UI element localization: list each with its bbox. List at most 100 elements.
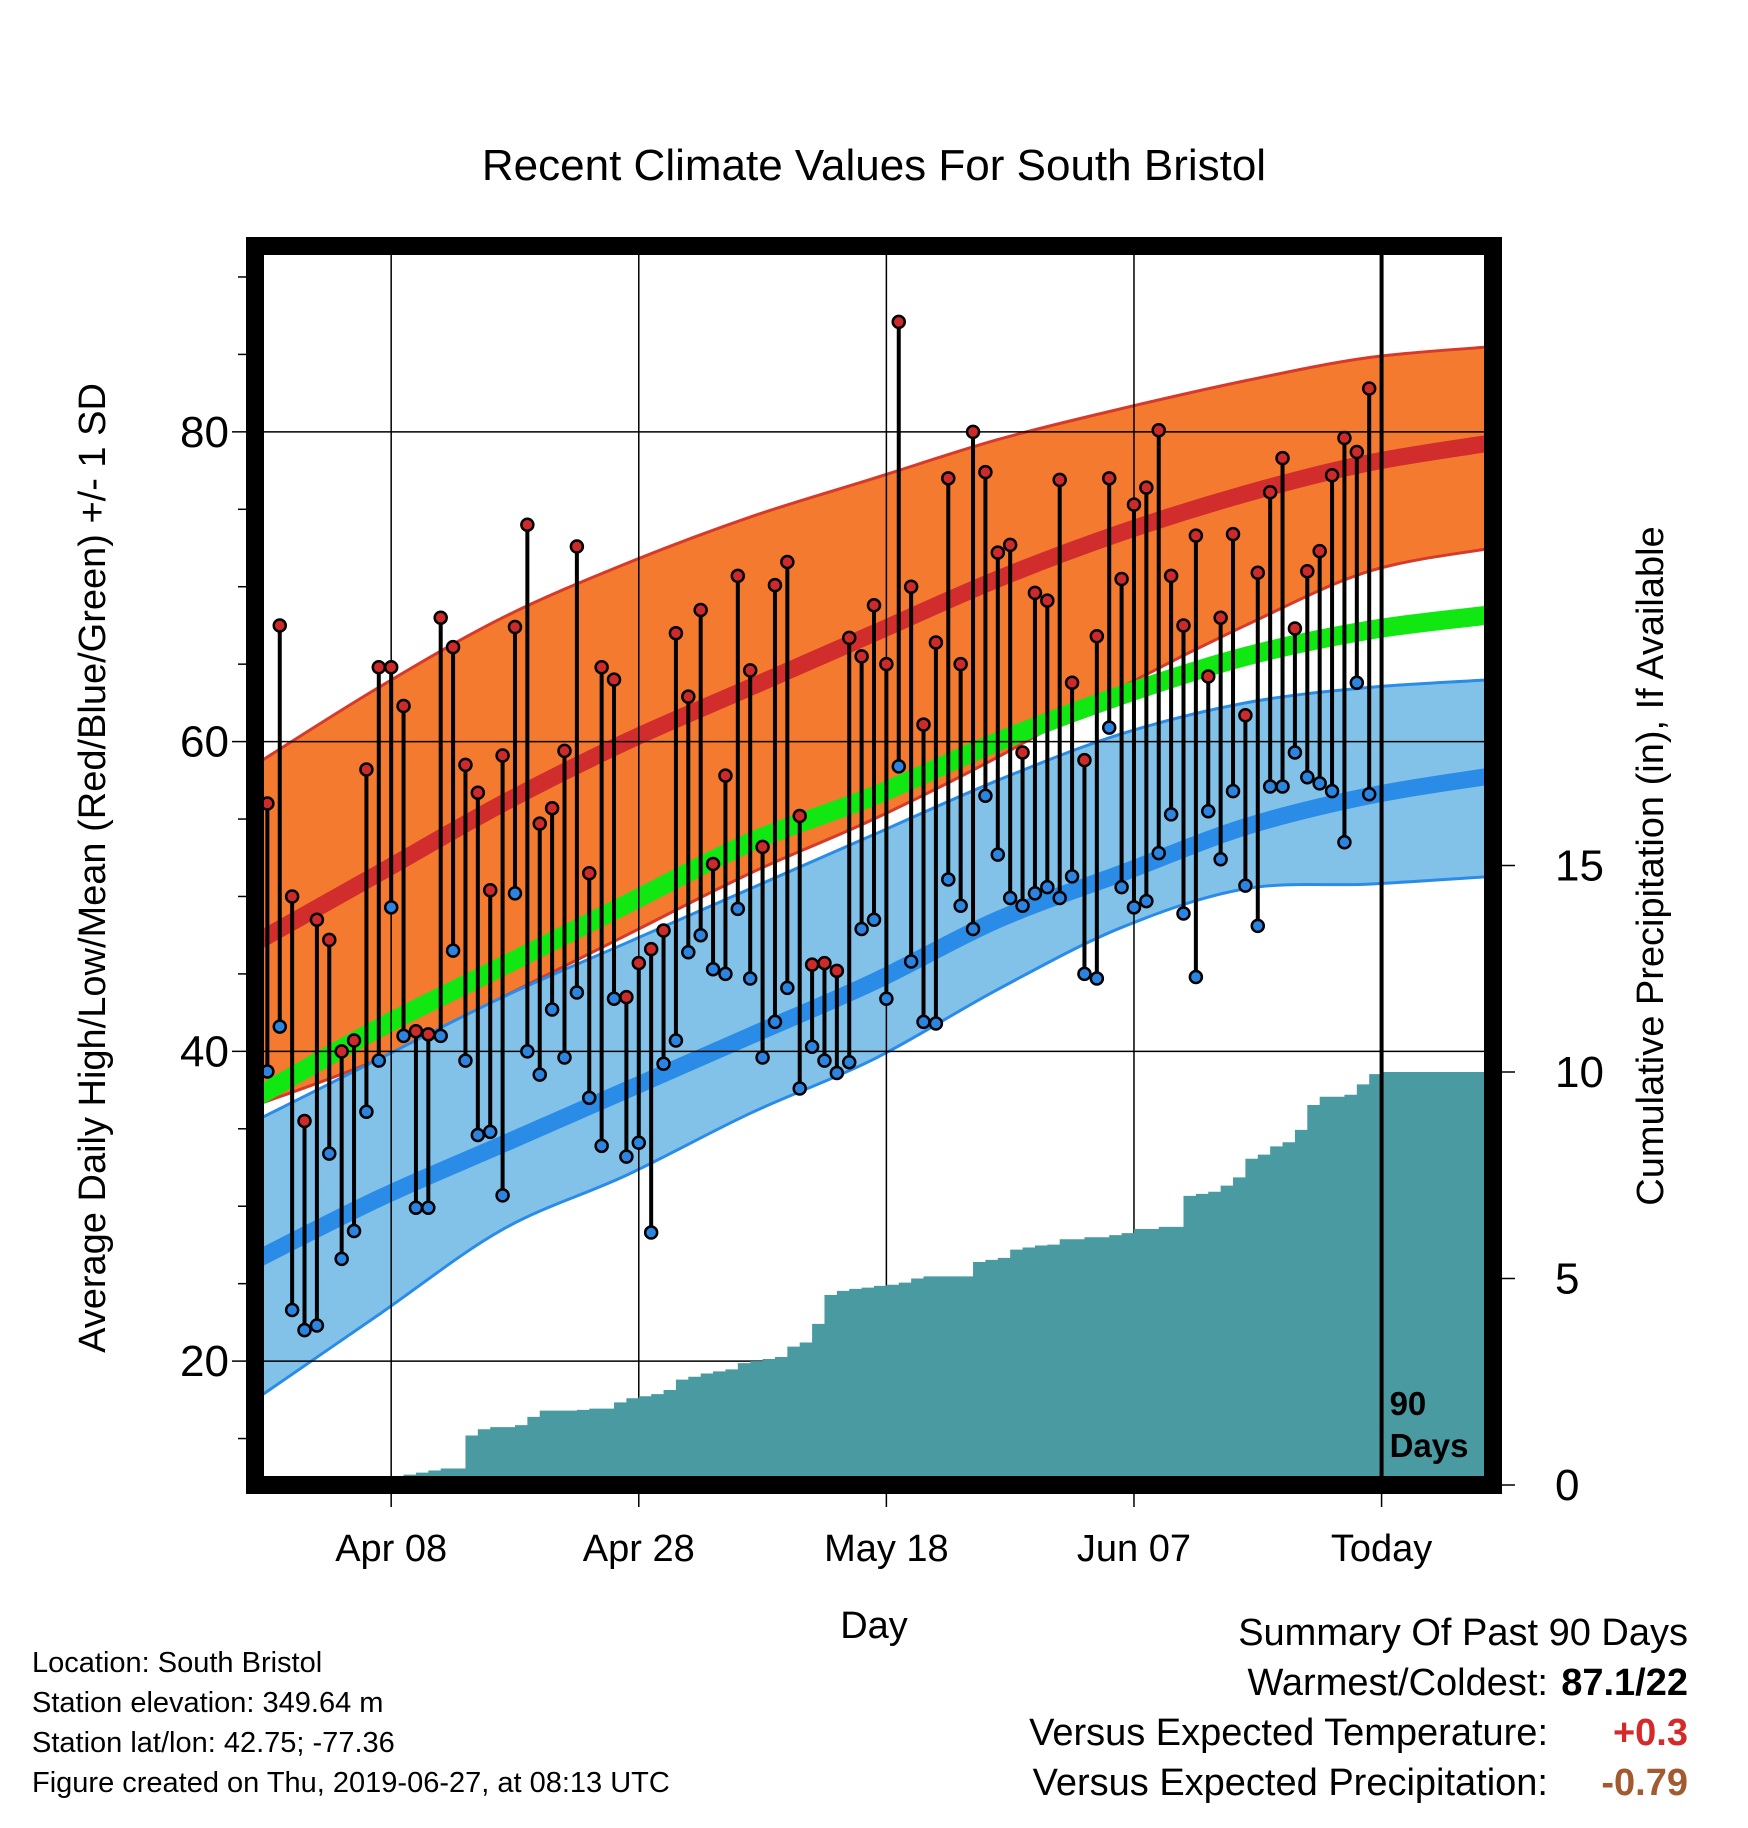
- observed-high-point: [730, 568, 746, 584]
- right-axis-title: Cumulative Precipitation (in), If Availa…: [1630, 526, 1672, 1205]
- observed-low-point: [1287, 745, 1303, 760]
- observed-high-point: [532, 816, 547, 831]
- observed-high-point: [841, 630, 857, 646]
- summary-temp-row: Versus Expected Temperature: +0.3: [1029, 1708, 1688, 1758]
- observed-low-point: [693, 927, 708, 943]
- observed-high-point: [817, 955, 832, 971]
- observed-high-point: [1151, 423, 1166, 438]
- observed-high-point: [507, 619, 523, 635]
- observed-high-point: [557, 743, 572, 759]
- observed-low-point: [668, 1033, 684, 1048]
- observed-low-point: [1151, 845, 1166, 861]
- observed-high-point: [990, 545, 1006, 560]
- observed-low-point: [1337, 835, 1352, 850]
- observed-low-point: [1064, 869, 1080, 884]
- observed-high-point: [1002, 537, 1018, 553]
- observed-high-point: [408, 1023, 424, 1039]
- observed-low-point: [1250, 918, 1266, 934]
- observed-high-point: [891, 314, 907, 330]
- observed-low-point: [544, 1002, 560, 1017]
- left-axis-label: 20: [180, 1337, 229, 1386]
- observed-high-point: [1077, 752, 1092, 768]
- observed-low-point: [507, 886, 523, 901]
- precip-departure-value: -0.79: [1601, 1762, 1688, 1804]
- observed-high-point: [359, 762, 374, 777]
- observed-high-point: [495, 748, 510, 763]
- observed-low-point: [482, 1124, 498, 1140]
- observed-high-point: [829, 963, 845, 979]
- observed-low-point: [396, 1028, 411, 1044]
- observed-high-point: [643, 941, 659, 957]
- observed-high-point: [383, 660, 399, 675]
- observed-low-point: [879, 991, 894, 1006]
- observed-low-point: [1176, 906, 1191, 921]
- observed-high-point: [421, 1027, 436, 1042]
- observed-low-point: [1040, 879, 1055, 895]
- observed-high-point: [1225, 526, 1241, 542]
- observed-low-point: [1312, 776, 1327, 791]
- observed-low-point: [631, 1135, 647, 1150]
- observed-high-point: [928, 635, 944, 650]
- observed-low-point: [916, 1014, 931, 1030]
- station-metadata: Location: South Bristol Station elevatio…: [32, 1643, 670, 1803]
- observed-low-point: [928, 1016, 944, 1031]
- observed-low-point: [532, 1067, 547, 1082]
- observed-low-point: [730, 901, 746, 917]
- observed-high-point: [1300, 563, 1315, 579]
- x-axis-label: Apr 28: [583, 1528, 695, 1570]
- observed-low-point: [495, 1188, 510, 1203]
- precip-departure-label: Versus Expected Precipitation:: [1032, 1762, 1548, 1804]
- observed-high-point: [953, 656, 968, 672]
- plot-area: [255, 246, 1493, 1485]
- observed-high-point: [1040, 593, 1055, 608]
- observed-high-point: [1101, 471, 1117, 486]
- observed-high-point: [718, 768, 733, 783]
- observed-high-point: [396, 698, 411, 714]
- chart-title: Recent Climate Values For South Bristol: [482, 141, 1266, 190]
- observed-high-point: [1250, 565, 1266, 581]
- x-axis-title: Day: [840, 1605, 908, 1647]
- today-days-number: 90: [1390, 1385, 1427, 1422]
- temp-departure-value: +0.3: [1612, 1712, 1688, 1754]
- observed-high-point: [1337, 430, 1352, 446]
- observed-low-point: [1002, 890, 1018, 906]
- observed-high-point: [804, 957, 820, 972]
- observed-high-point: [755, 839, 770, 855]
- observed-low-point: [990, 847, 1006, 862]
- observed-high-point: [1126, 497, 1142, 512]
- left-axis-label: 40: [180, 1027, 229, 1076]
- observed-low-point: [941, 872, 956, 887]
- observed-high-point: [941, 471, 956, 486]
- observed-low-point: [1101, 720, 1117, 735]
- observed-high-point: [334, 1044, 349, 1059]
- observed-high-point: [272, 618, 288, 633]
- x-axis-label: Jun 07: [1077, 1528, 1191, 1570]
- observed-high-point: [693, 602, 708, 618]
- created-text: Figure created on Thu, 2019-06-27, at 08…: [32, 1767, 670, 1799]
- observed-high-point: [544, 800, 560, 816]
- observed-high-point: [569, 539, 585, 554]
- observed-high-point: [1287, 621, 1303, 636]
- observed-high-point: [1188, 528, 1204, 543]
- observed-high-point: [1089, 629, 1105, 644]
- observed-low-point: [767, 1014, 783, 1030]
- observed-low-point: [953, 898, 968, 914]
- observed-high-point: [965, 424, 981, 440]
- observed-high-point: [705, 856, 721, 872]
- observed-low-point: [1114, 879, 1129, 895]
- observed-low-point: [804, 1039, 820, 1054]
- observed-high-point: [1349, 444, 1365, 460]
- observed-high-point: [681, 689, 696, 704]
- observed-low-point: [1201, 804, 1216, 819]
- summary-title: Summary Of Past 90 Days: [1238, 1612, 1688, 1654]
- observed-low-point: [1126, 900, 1142, 915]
- latlon-text: Station lat/lon: 42.75; -77.36: [32, 1727, 395, 1759]
- observed-low-point: [965, 921, 981, 937]
- observed-low-point: [817, 1053, 832, 1068]
- observed-high-point: [619, 989, 634, 1005]
- observed-low-point: [309, 1318, 325, 1333]
- observed-high-point: [916, 717, 931, 732]
- observed-low-point: [1262, 779, 1278, 794]
- observed-low-point: [978, 788, 993, 804]
